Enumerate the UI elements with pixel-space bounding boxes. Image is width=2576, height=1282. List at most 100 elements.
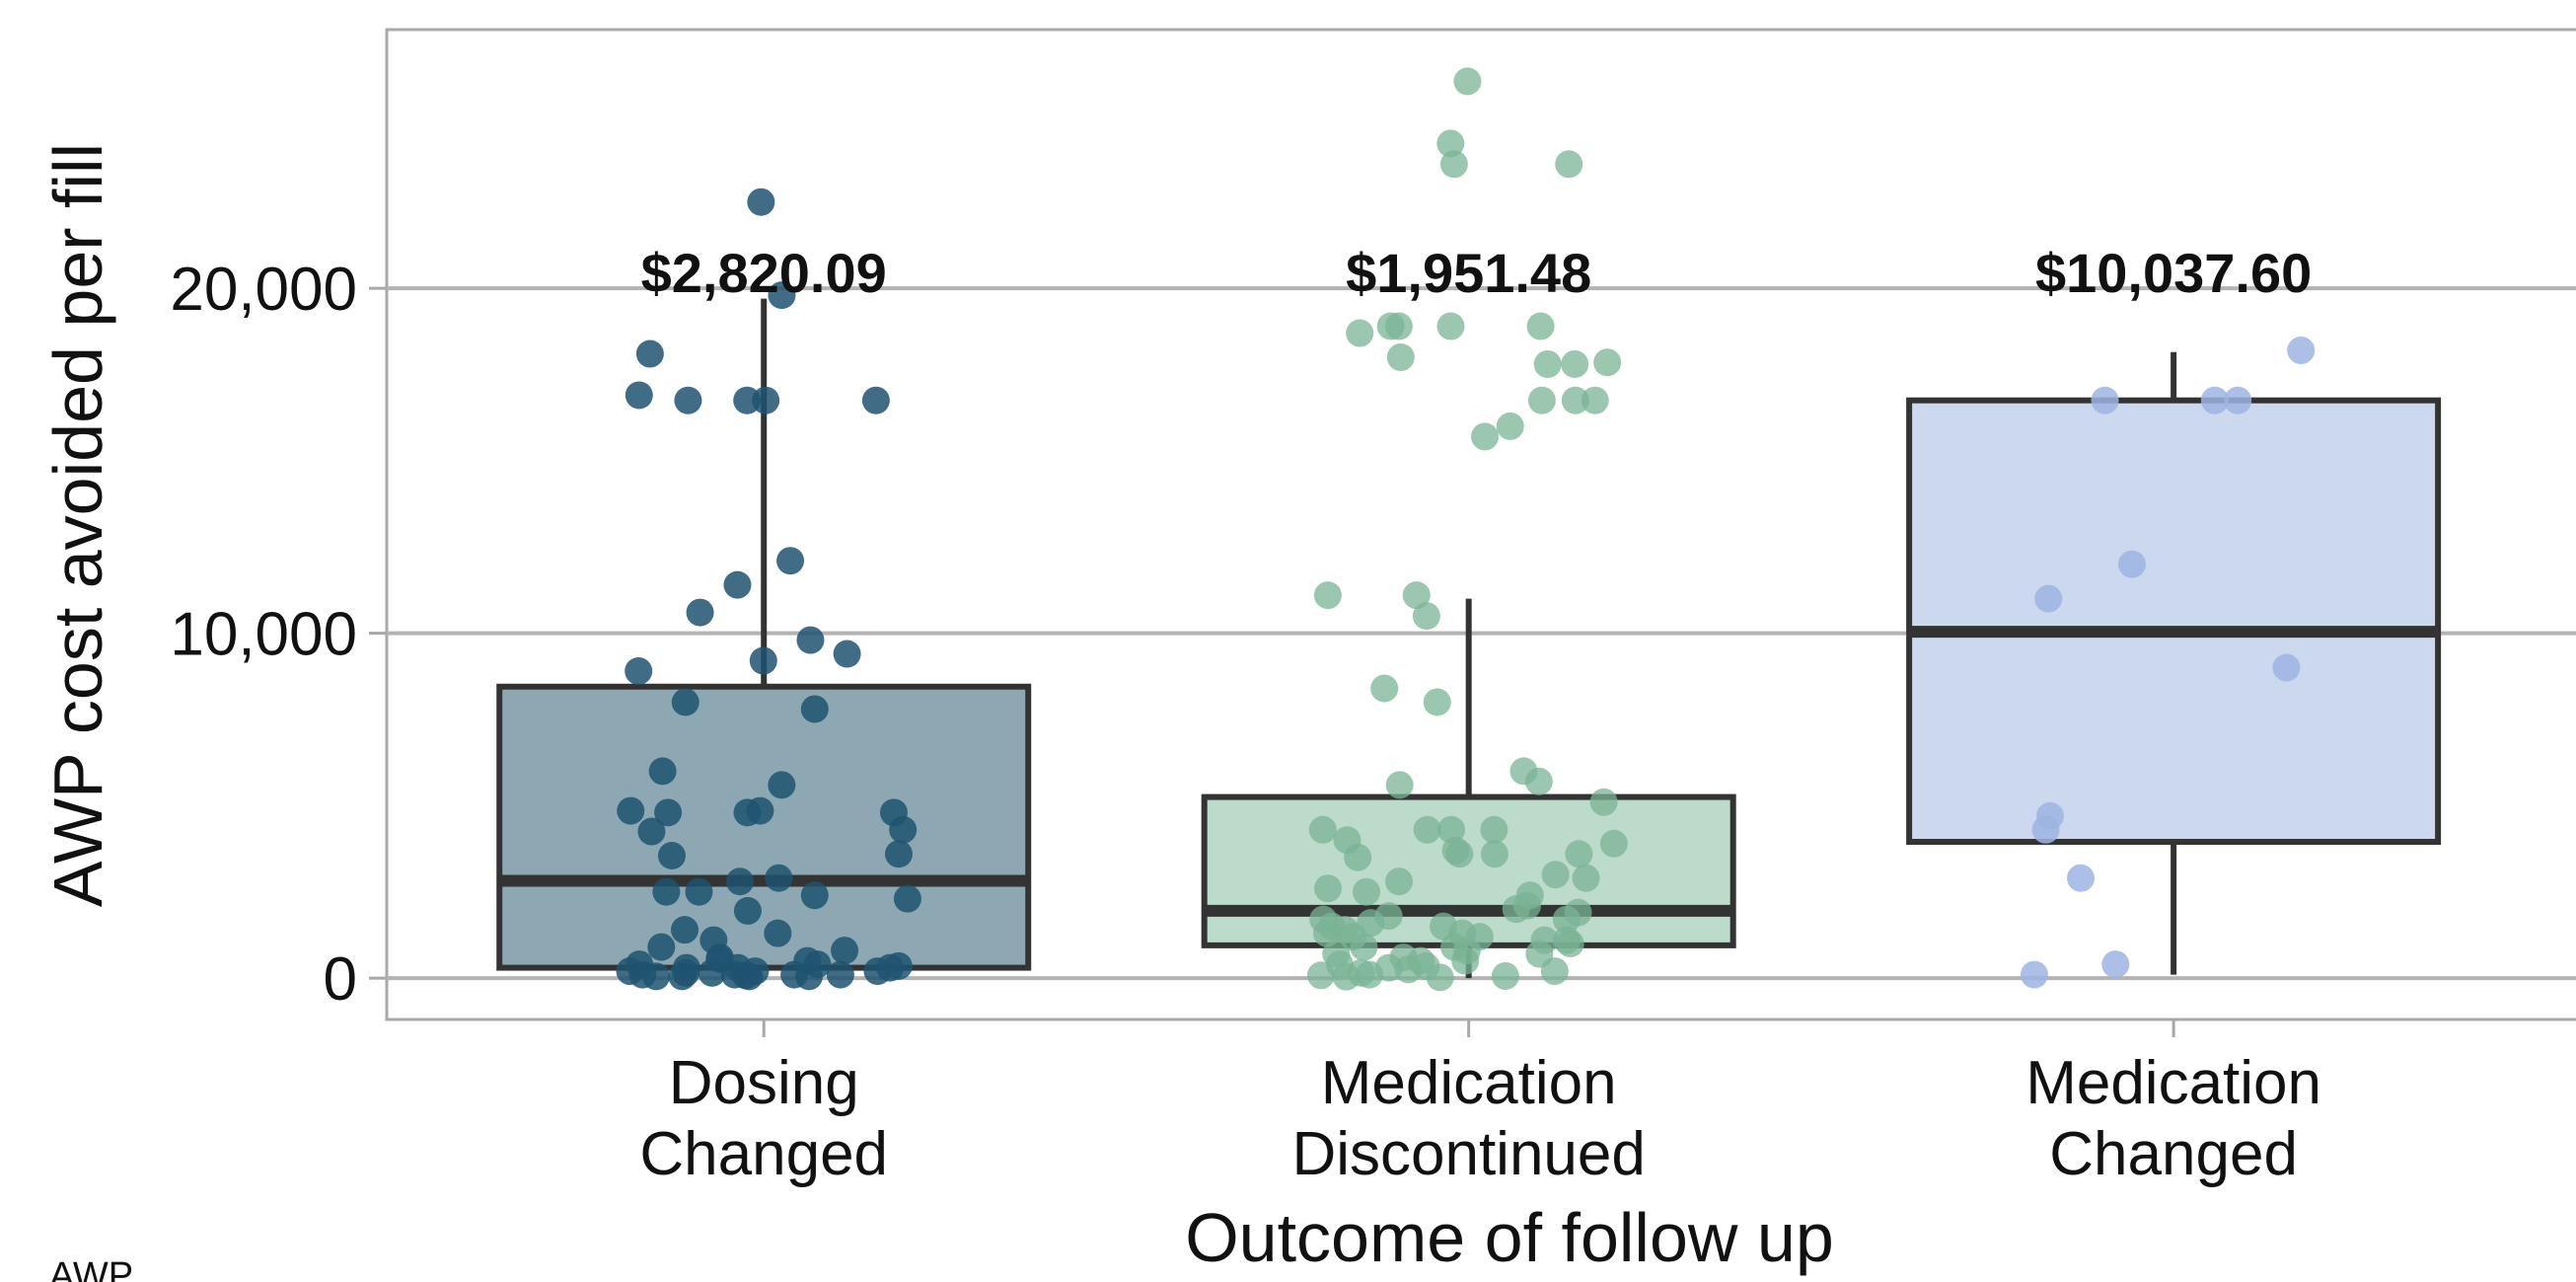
- data-point: [776, 547, 805, 575]
- data-point: [1561, 349, 1589, 378]
- data-point: [800, 881, 829, 910]
- data-point: [793, 946, 822, 975]
- data-point: [674, 386, 702, 415]
- box-iqr: [496, 683, 1032, 971]
- data-point: [861, 386, 890, 415]
- panel-border: [385, 28, 2576, 1021]
- x-tick-label: Dosing Changed: [639, 1049, 888, 1188]
- data-point: [617, 796, 645, 825]
- data-point: [654, 798, 683, 827]
- data-point: [1453, 67, 1482, 96]
- y-tick-label: 0: [324, 945, 357, 1014]
- box-iqr: [1906, 397, 2442, 846]
- data-point: [2020, 960, 2048, 989]
- data-point: [1402, 581, 1431, 610]
- data-point: [747, 188, 775, 216]
- x-tick-label-line: Medication: [2025, 1049, 2321, 1117]
- data-point: [1407, 946, 1435, 975]
- data-point: [833, 640, 861, 668]
- data-point: [2224, 386, 2252, 415]
- data-point: [1572, 864, 1600, 892]
- data-point: [1593, 348, 1622, 377]
- data-point: [1356, 960, 1384, 989]
- x-tick-label-line: Discontinued: [1291, 1120, 1645, 1188]
- data-point: [889, 815, 918, 844]
- y-tick-label: 20,000: [170, 256, 357, 324]
- data-point: [863, 957, 892, 986]
- data-point: [1561, 386, 1589, 415]
- x-tick-label: Medication Discontinued: [1291, 1049, 1645, 1188]
- data-point: [831, 937, 859, 965]
- data-point: [1565, 840, 1593, 868]
- data-point: [1581, 386, 1609, 415]
- data-point: [749, 646, 777, 675]
- data-point: [1308, 815, 1337, 844]
- data-point: [1526, 312, 1555, 340]
- data-point: [2200, 386, 2229, 415]
- data-point: [1313, 874, 1342, 903]
- data-point: [1313, 581, 1342, 610]
- data-point: [1346, 319, 1374, 347]
- data-point: [723, 570, 752, 599]
- data-point: [725, 867, 754, 896]
- data-point: [2287, 337, 2316, 365]
- data-point: [2067, 864, 2096, 892]
- data-point: [1555, 150, 1583, 179]
- data-point: [1339, 923, 1367, 951]
- median-annotation: $1,951.48: [1346, 242, 1591, 304]
- data-point: [1370, 674, 1399, 703]
- data-point: [2034, 584, 2063, 613]
- data-point: [796, 626, 825, 654]
- y-axis-ticks: 0 10,000 20,000: [170, 256, 387, 1014]
- data-point: [685, 877, 713, 906]
- data-point: [733, 896, 762, 925]
- data-point: [1496, 412, 1524, 440]
- data-point: [2272, 653, 2301, 682]
- data-point: [764, 919, 792, 947]
- data-point: [733, 798, 762, 827]
- data-point: [800, 695, 829, 723]
- data-point: [635, 339, 664, 368]
- data-point: [668, 962, 697, 991]
- data-point: [1344, 843, 1372, 871]
- data-point: [1502, 895, 1530, 924]
- data-point: [1436, 312, 1465, 340]
- data-point: [2031, 815, 2060, 844]
- data-point: [1480, 840, 1509, 868]
- data-point: [2101, 950, 2130, 979]
- data-point: [826, 960, 854, 989]
- data-point: [1437, 815, 1466, 844]
- data-point: [1376, 312, 1405, 340]
- data-point: [884, 951, 913, 980]
- data-point: [647, 933, 676, 961]
- data-point: [752, 386, 780, 415]
- data-point: [1552, 905, 1581, 934]
- data-point: [671, 916, 699, 944]
- data-point: [1527, 386, 1556, 415]
- data-point: [625, 381, 653, 410]
- data-point: [1386, 343, 1415, 372]
- data-point: [1599, 829, 1628, 858]
- data-point: [1385, 771, 1414, 799]
- plot-area: $2,820.09 $1,951.48 $10,037.60: [385, 28, 2576, 1021]
- point-layer: [616, 67, 2316, 992]
- median-annotation: $10,037.60: [2035, 242, 2312, 304]
- data-point: [648, 757, 677, 786]
- data-point: [671, 688, 699, 716]
- x-axis-title: Outcome of follow up: [1185, 1199, 1834, 1276]
- data-point: [768, 281, 796, 310]
- data-point: [1445, 840, 1474, 868]
- data-point: [884, 840, 913, 868]
- data-point: [625, 657, 653, 686]
- data-point: [1524, 767, 1553, 795]
- data-point: [1430, 912, 1458, 941]
- data-point: [2117, 550, 2146, 578]
- data-point: [731, 961, 760, 990]
- data-point: [1589, 788, 1618, 816]
- data-point: [1480, 815, 1509, 844]
- data-point: [1556, 930, 1584, 958]
- data-point: [1309, 905, 1338, 934]
- data-point: [686, 598, 714, 627]
